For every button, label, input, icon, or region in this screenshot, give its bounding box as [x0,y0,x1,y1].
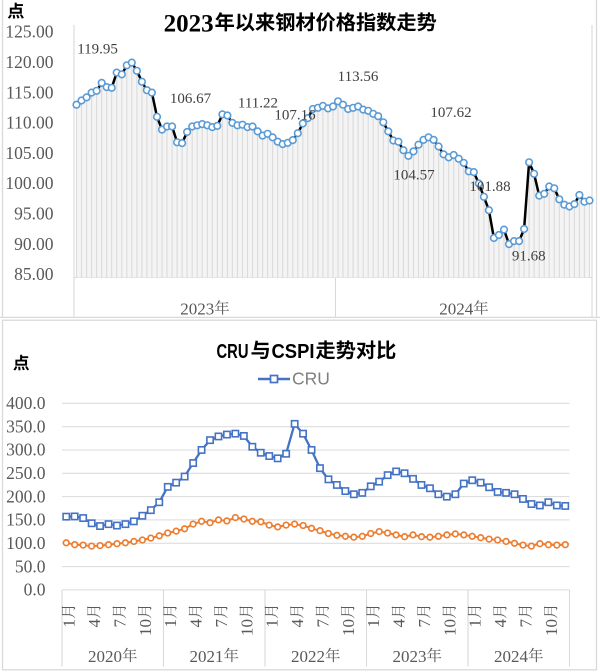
svg-text:113.56: 113.56 [338,69,379,85]
svg-text:2023: 2023 [393,647,427,666]
svg-text:2021: 2021 [190,647,224,666]
svg-text:115.00: 115.00 [6,82,54,102]
svg-text:10: 10 [339,619,358,636]
svg-text:4: 4 [491,619,510,628]
svg-text:107.16: 107.16 [274,108,316,124]
svg-text:100.00: 100.00 [5,173,53,193]
svg-text:125.00: 125.00 [5,22,53,42]
svg-text:2024: 2024 [439,300,474,319]
svg-text:2024: 2024 [494,647,529,666]
svg-text:1: 1 [60,619,79,628]
svg-text:85.00: 85.00 [14,264,54,284]
svg-text:2023: 2023 [180,300,214,319]
svg-text:4: 4 [85,619,104,628]
svg-text:200.0: 200.0 [6,486,46,506]
svg-text:104.57: 104.57 [393,168,435,184]
svg-text:2022: 2022 [291,647,325,666]
svg-text:0.0: 0.0 [24,580,46,600]
svg-text:91.68: 91.68 [512,249,546,265]
svg-text:CSPI: CSPI [272,341,315,363]
svg-text:1: 1 [364,619,383,628]
svg-text:1: 1 [263,619,282,628]
svg-text:7: 7 [313,619,332,628]
svg-text:1: 1 [466,619,485,628]
svg-text:1: 1 [161,619,180,628]
svg-text:4: 4 [288,619,307,628]
svg-text:10: 10 [542,619,561,636]
svg-text:2020: 2020 [88,647,122,666]
svg-text:7: 7 [212,619,231,628]
svg-text:250.0: 250.0 [6,463,46,483]
svg-text:10: 10 [136,619,155,636]
svg-text:400.0: 400.0 [6,393,46,413]
svg-text:95.00: 95.00 [14,204,54,224]
svg-text:107.62: 107.62 [430,105,471,121]
svg-text:111.22: 111.22 [238,96,278,112]
svg-text:CRU: CRU [217,341,249,363]
svg-text:100.0: 100.0 [6,533,46,553]
svg-text:90.00: 90.00 [14,234,54,254]
svg-text:2023: 2023 [164,11,214,38]
svg-text:150.0: 150.0 [6,510,46,530]
svg-text:CRU: CRU [292,369,330,389]
svg-text:7: 7 [110,619,129,628]
svg-text:10: 10 [440,619,459,636]
svg-text:4: 4 [187,619,206,628]
svg-text:105.00: 105.00 [5,143,53,163]
svg-text:7: 7 [415,619,434,628]
svg-text:300.0: 300.0 [6,440,46,460]
svg-text:10: 10 [237,619,256,636]
svg-text:110.00: 110.00 [6,113,54,133]
svg-text:101.88: 101.88 [469,179,510,195]
svg-text:106.67: 106.67 [170,91,212,107]
svg-text:120.00: 120.00 [5,52,53,72]
svg-text:50.0: 50.0 [15,556,46,576]
svg-text:7: 7 [516,619,535,628]
svg-text:350.0: 350.0 [6,416,46,436]
svg-text:119.95: 119.95 [77,42,118,58]
svg-text:4: 4 [390,619,409,628]
